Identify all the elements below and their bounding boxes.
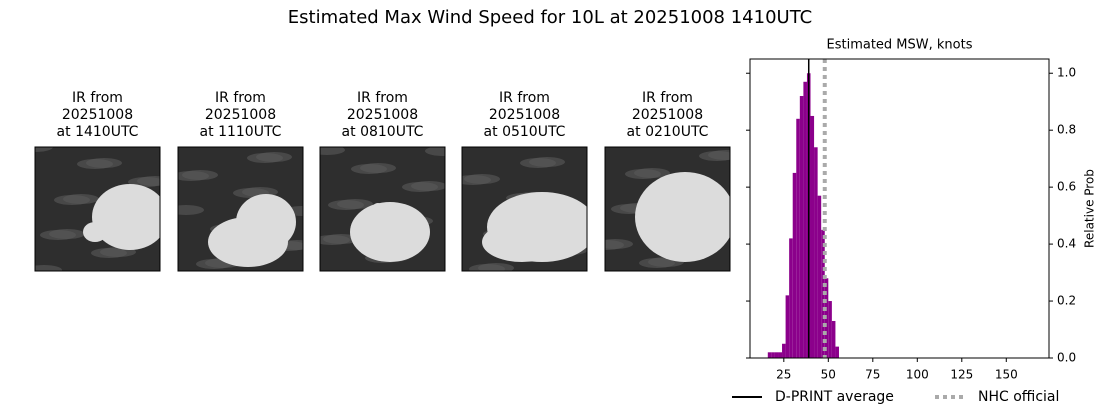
figure-title: Estimated Max Wind Speed for 10L at 2025… — [288, 7, 812, 28]
ir-frame — [319, 146, 446, 272]
cloud-streak — [35, 147, 53, 152]
x-tick-label: 25 — [776, 368, 791, 382]
ir-content — [605, 147, 730, 271]
bar — [810, 115, 815, 358]
cloud-mass — [350, 202, 430, 262]
cloud-streak — [411, 181, 445, 191]
cloud-mass — [482, 222, 562, 262]
legend-label: NHC official — [978, 389, 1059, 405]
x-tick-label: 100 — [906, 368, 929, 382]
panel-caption: IR from — [72, 90, 123, 106]
bar — [792, 172, 797, 358]
cloud-mass — [635, 172, 730, 262]
bar — [796, 118, 800, 358]
panel-caption: at 1110UTC — [200, 124, 282, 140]
ir-frame — [461, 146, 588, 272]
bar — [814, 147, 818, 358]
x-tick-label: 125 — [950, 368, 973, 382]
cloud-streak — [425, 147, 445, 156]
cloud-mass — [372, 203, 384, 215]
ir-content — [35, 147, 160, 271]
cloud-mass — [92, 184, 160, 250]
cloud-streak — [63, 194, 99, 204]
bar — [789, 238, 793, 358]
cloud-streak — [360, 163, 396, 173]
cloud-streak — [320, 147, 345, 155]
panel-caption: 20251008 — [62, 107, 133, 123]
y-tick-label: 0.6 — [1057, 180, 1076, 194]
ir-frame — [34, 146, 161, 272]
panel-caption: IR from — [357, 90, 408, 106]
cloud-streak — [634, 168, 670, 178]
y-tick-label: 0.4 — [1057, 237, 1076, 251]
bar — [785, 295, 790, 358]
cloud-streak — [464, 174, 500, 184]
y-tick-label: 0.0 — [1057, 351, 1076, 365]
panel-caption: 20251008 — [632, 107, 703, 123]
cloud-streak — [86, 158, 122, 168]
cloud-streak — [35, 265, 62, 271]
legend-label: D-PRINT average — [775, 389, 894, 405]
cloud-streak — [182, 170, 218, 180]
cloud-streak — [256, 152, 292, 162]
bar — [774, 352, 779, 358]
cloud-streak — [708, 150, 730, 160]
chart-title: Estimated MSW, knots — [827, 38, 973, 53]
cloud-streak — [337, 199, 373, 209]
ir-image — [319, 146, 446, 272]
ir-frame — [177, 146, 304, 272]
ir-content — [462, 147, 587, 271]
panel-caption: IR from — [642, 90, 693, 106]
x-tick-label: 75 — [865, 368, 880, 382]
panel-caption: 20251008 — [205, 107, 276, 123]
y-tick-label: 0.2 — [1057, 294, 1076, 308]
x-tick-label: 150 — [995, 368, 1018, 382]
ir-frame — [604, 146, 731, 272]
y-axis-label: Relative Prob — [1083, 169, 1097, 248]
bar — [803, 81, 807, 359]
cloud-streak — [323, 234, 359, 244]
ir-image — [461, 146, 588, 272]
ir-content — [178, 147, 303, 271]
bar — [778, 352, 783, 358]
bar — [782, 343, 786, 358]
bar — [799, 96, 804, 359]
ir-image — [604, 146, 731, 272]
plot-frame — [749, 58, 1050, 359]
cloud-mass — [83, 222, 107, 242]
cloud-streak — [478, 263, 514, 271]
y-tick-label: 0.8 — [1057, 123, 1076, 137]
cloud-streak — [137, 176, 160, 186]
panel-caption: at 1410UTC — [57, 124, 139, 140]
bar — [767, 352, 772, 358]
cloud-streak — [178, 205, 204, 215]
bar — [817, 195, 822, 358]
cloud-streak — [49, 229, 85, 239]
ir-content — [320, 147, 445, 271]
cloud-streak — [529, 157, 565, 167]
panel-caption: at 0510UTC — [484, 124, 566, 140]
cloud-mass — [208, 217, 288, 267]
bar — [771, 352, 775, 358]
cloud-streak — [605, 239, 633, 249]
bar — [835, 346, 839, 358]
x-tick-label: 50 — [821, 368, 836, 382]
panel-caption: 20251008 — [489, 107, 560, 123]
panel-caption: at 0210UTC — [627, 124, 709, 140]
panel-caption: IR from — [499, 90, 550, 106]
ir-image — [177, 146, 304, 272]
panel-caption: at 0810UTC — [342, 124, 424, 140]
panel-caption: 20251008 — [347, 107, 418, 123]
y-tick-label: 1.0 — [1057, 66, 1076, 80]
ir-image — [34, 146, 161, 272]
bar — [828, 301, 832, 358]
bar — [831, 320, 836, 358]
panel-caption: IR from — [215, 90, 266, 106]
